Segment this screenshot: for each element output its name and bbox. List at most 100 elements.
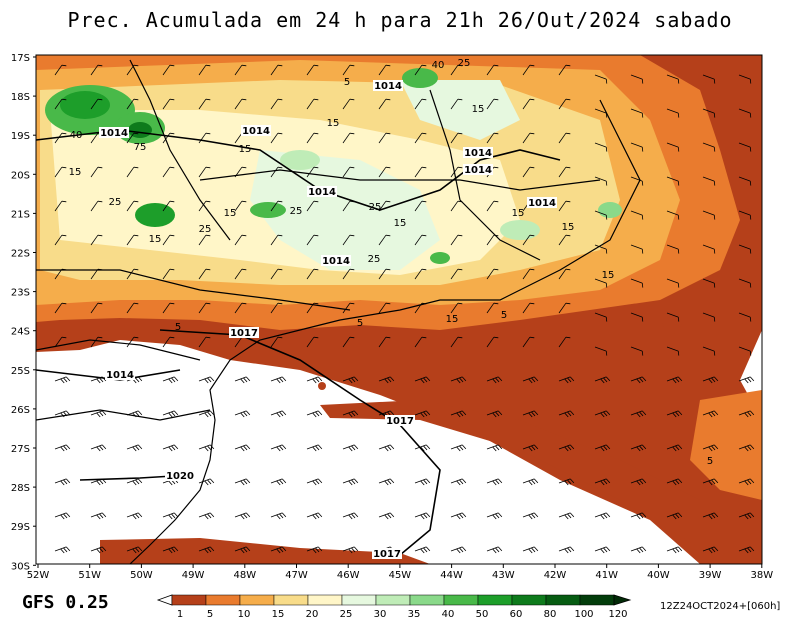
wind-barb-icon — [522, 410, 539, 418]
wind-barb-icon — [54, 268, 67, 280]
wind-barb-icon — [414, 132, 427, 144]
wind-barb-icon — [234, 98, 247, 110]
wind-barb-icon — [342, 234, 355, 246]
wind-barb-icon — [270, 444, 287, 452]
legend-value-label: 80 — [544, 609, 557, 618]
precip-contour-label: 25 — [199, 224, 212, 235]
precip-contour-label: 5 — [175, 322, 181, 333]
wind-barb-icon — [198, 132, 211, 144]
wind-barb-icon — [234, 512, 251, 520]
precip-contour-label: 5 — [357, 318, 363, 329]
wind-barb-icon — [270, 410, 287, 418]
lon-tick-label: 51W — [78, 570, 101, 581]
wind-barb-icon — [234, 234, 247, 246]
wind-barb-icon — [342, 268, 355, 280]
precip-blob-2 — [318, 382, 326, 390]
wind-barb-icon — [198, 64, 211, 76]
isobar-label-bg — [321, 255, 351, 266]
wind-barb-icon — [306, 132, 319, 144]
wind-barb-icon — [234, 376, 251, 384]
legend-swatch — [239, 594, 275, 606]
wind-barb-icon — [666, 278, 680, 288]
isobar-label-bg — [165, 470, 195, 481]
wind-barb-icon — [342, 132, 355, 144]
lon-tick-label: 52W — [27, 570, 50, 581]
wind-barb-icon — [414, 200, 427, 212]
legend-swatch — [443, 594, 479, 606]
wind-barb-icon — [270, 546, 287, 554]
wind-barb-icon — [594, 346, 608, 356]
wind-barb-icon — [234, 268, 247, 280]
wind-barb-icon — [666, 478, 683, 486]
lon-tick-label: 47W — [285, 570, 308, 581]
isobar-label-bg — [385, 415, 415, 426]
wind-barb-icon — [378, 444, 395, 452]
wind-barb-icon — [666, 512, 683, 520]
wind-barb-icon — [594, 410, 611, 418]
wind-barb-icon — [90, 234, 103, 246]
wind-barb-icon — [198, 98, 211, 110]
wind-barb-icon — [126, 512, 143, 520]
wind-barb-icon — [378, 166, 391, 178]
wind-barb-icon — [450, 268, 463, 280]
wind-barb-icon — [342, 512, 359, 520]
wind-barb-icon — [54, 512, 71, 520]
isobar-label-bg — [99, 127, 129, 138]
legend-swatch — [171, 594, 207, 606]
wind-barb-icon — [162, 234, 175, 246]
wind-barb-icon — [90, 478, 107, 486]
wind-barb-icon — [558, 234, 571, 246]
wind-barb-icon — [234, 546, 251, 554]
wind-barb-icon — [162, 336, 175, 348]
wind-barb-icon — [378, 132, 391, 144]
wind-barb-icon — [594, 108, 608, 118]
wind-barb-icon — [522, 64, 535, 76]
wind-barb-icon — [90, 302, 103, 314]
lat-tick-label: 30S — [11, 561, 30, 572]
wind-barb-icon — [126, 166, 139, 178]
state-boundary-2 — [36, 339, 201, 361]
precip-contour-label: 15 — [602, 270, 615, 281]
precip-core-7 — [402, 68, 438, 88]
wind-barb-icon — [450, 166, 463, 178]
wind-barb-icon — [666, 444, 683, 452]
wind-barb-icon — [486, 546, 503, 554]
wind-barb-icon — [630, 74, 644, 84]
wind-barb-icon — [558, 512, 575, 520]
boundaries — [36, 59, 641, 564]
wind-barb-icon — [306, 478, 323, 486]
wind-barb-icon — [450, 512, 467, 520]
wind-barb-icon — [54, 166, 67, 178]
lon-tick-label: 42W — [544, 570, 567, 581]
wind-barb-icon — [270, 166, 283, 178]
wind-barb-icon — [738, 444, 755, 452]
wind-barb-icon — [126, 234, 139, 246]
wind-barb-icon — [54, 546, 71, 554]
wind-barb-icon — [378, 478, 395, 486]
wind-barb-icon — [630, 478, 647, 486]
wind-barb-icon — [702, 142, 716, 152]
isobar-label: 1017 — [230, 328, 258, 339]
wind-barb-icon — [594, 312, 608, 322]
wind-barb-icon — [162, 302, 175, 314]
wind-barb-icon — [90, 98, 103, 110]
wind-barb-icon — [270, 132, 283, 144]
precip-streak-2 — [100, 538, 430, 564]
isobar-label-bg — [463, 147, 493, 158]
wind-barb-icon — [522, 302, 535, 314]
lon-tick-label: 45W — [389, 570, 412, 581]
wind-barb-icon — [306, 546, 323, 554]
wind-barb-icon — [126, 64, 139, 76]
wind-barb-icon — [414, 64, 427, 76]
wind-barb-icon — [162, 132, 175, 144]
wind-barb-icon — [486, 132, 499, 144]
lon-tick-label: 39W — [699, 570, 722, 581]
wind-barb-icon — [594, 74, 608, 84]
lon-tick-label: 46W — [337, 570, 360, 581]
lon-tick-label: 48W — [233, 570, 256, 581]
coastline — [129, 99, 641, 564]
wind-barb-icon — [378, 98, 391, 110]
wind-barb-icon — [486, 98, 499, 110]
wind-barb-icon — [738, 512, 755, 520]
wind-barb-icon — [630, 346, 644, 356]
